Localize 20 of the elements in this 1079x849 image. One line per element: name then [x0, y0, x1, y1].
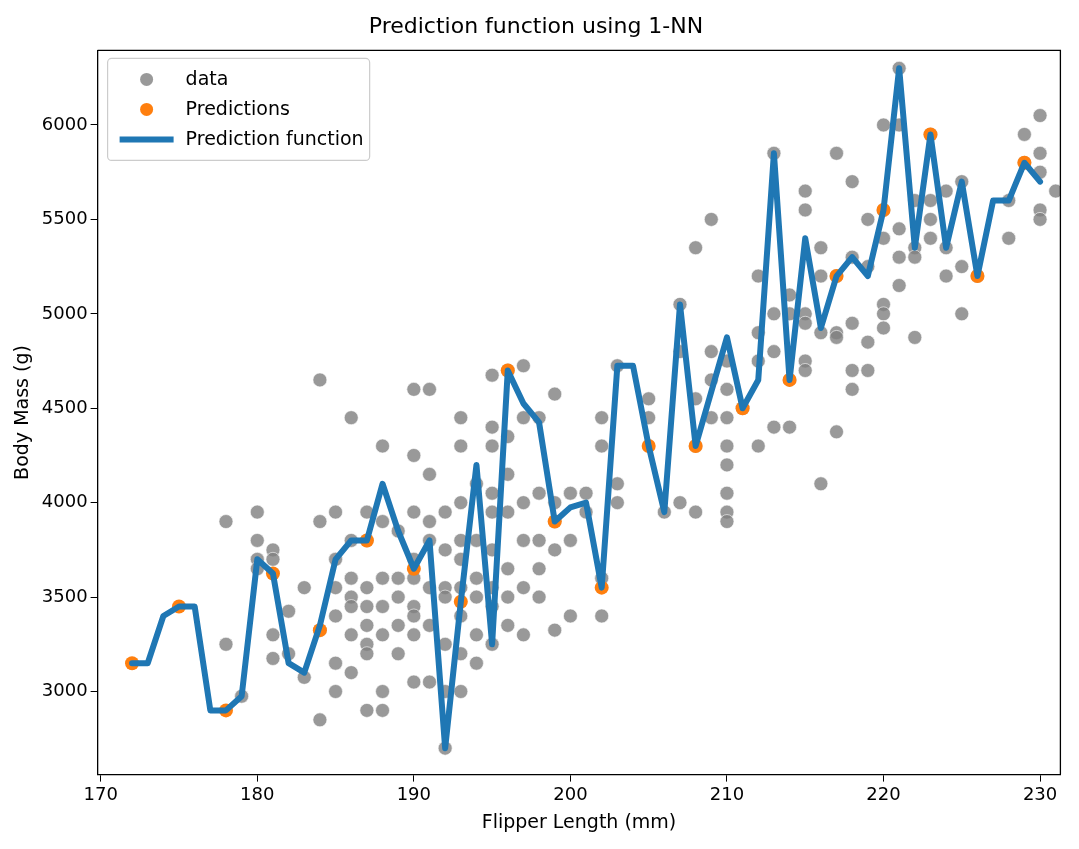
- y-axis-title: Body Mass (g): [10, 345, 33, 480]
- x-tick-label: 210: [709, 783, 745, 805]
- y-tick-label: 5500: [41, 207, 88, 229]
- y-tick-label: 6000: [41, 112, 88, 134]
- y-tick-label: 5000: [41, 301, 88, 323]
- legend-label: Predictions: [185, 97, 290, 120]
- x-tick-label: 200: [553, 783, 588, 805]
- x-tick-label: 190: [396, 783, 432, 805]
- legend-label: Prediction function: [185, 127, 364, 150]
- x-tick-label: 230: [1022, 783, 1058, 805]
- x-tick-label: 180: [240, 783, 275, 805]
- chart-title: Prediction function using 1-NN: [368, 12, 704, 38]
- x-tick-label: 220: [866, 783, 901, 805]
- y-tick-label: 3500: [41, 584, 88, 606]
- y-tick-label: 4000: [41, 490, 88, 512]
- x-tick-label: 170: [83, 783, 118, 805]
- y-tick-label: 3000: [41, 679, 88, 701]
- y-tick-label: 4500: [41, 395, 88, 417]
- legend-label: data: [185, 67, 229, 90]
- x-axis-title: Flipper Length (mm): [481, 809, 677, 832]
